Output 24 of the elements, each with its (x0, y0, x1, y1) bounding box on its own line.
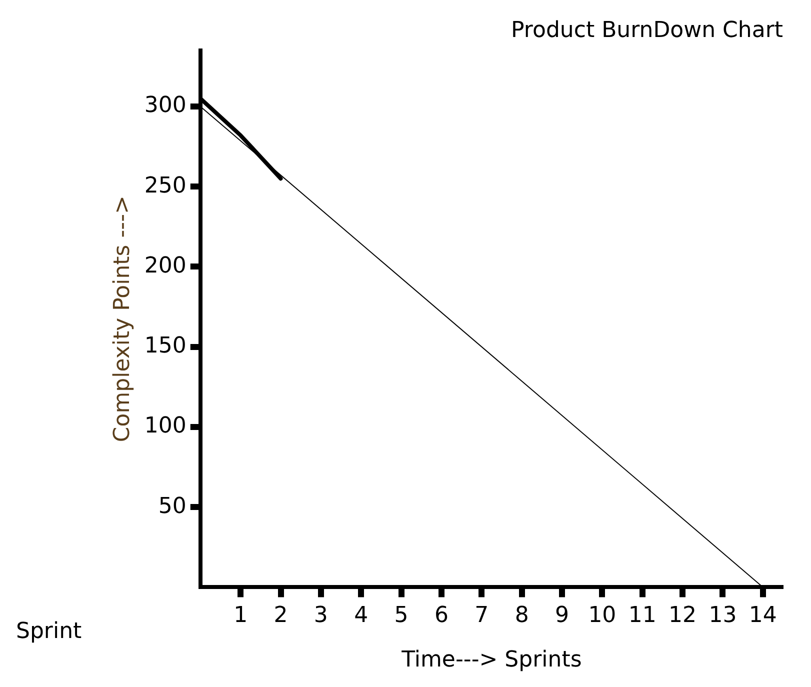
text: Sprint (16, 618, 82, 644)
x-tick-label: 13 (708, 603, 737, 628)
x-axis-title: Time---> Sprints (400, 648, 582, 673)
chart-title: Product BurnDown Chart (511, 18, 784, 43)
x-tick-label: 5 (394, 603, 408, 628)
x-tick-label: 1 (234, 603, 248, 628)
y-tick-label: 50 (158, 494, 186, 519)
x-tick-label: 9 (555, 603, 570, 628)
y-tick-label: 100 (144, 414, 186, 439)
x-tick-label: 11 (628, 603, 656, 628)
y-tick-label: 150 (144, 334, 186, 359)
x-tick-label: 14 (748, 603, 777, 628)
x-tick-label: 4 (354, 603, 368, 628)
x-tick-label: 2 (274, 603, 288, 628)
x-tick-label: 7 (474, 603, 489, 628)
y-tick-label: 250 (144, 173, 186, 198)
x-tick-label: 6 (434, 603, 448, 628)
x-tick-label: 3 (314, 603, 328, 628)
y-tick-label: 200 (144, 253, 186, 278)
y-tick-label: 300 (144, 93, 186, 118)
x-tick-label: 10 (588, 603, 616, 628)
x-tick-label: 12 (668, 603, 697, 628)
y-axis-title: Complexity Points ---> (110, 196, 135, 442)
x-tick-label: 8 (514, 603, 529, 628)
